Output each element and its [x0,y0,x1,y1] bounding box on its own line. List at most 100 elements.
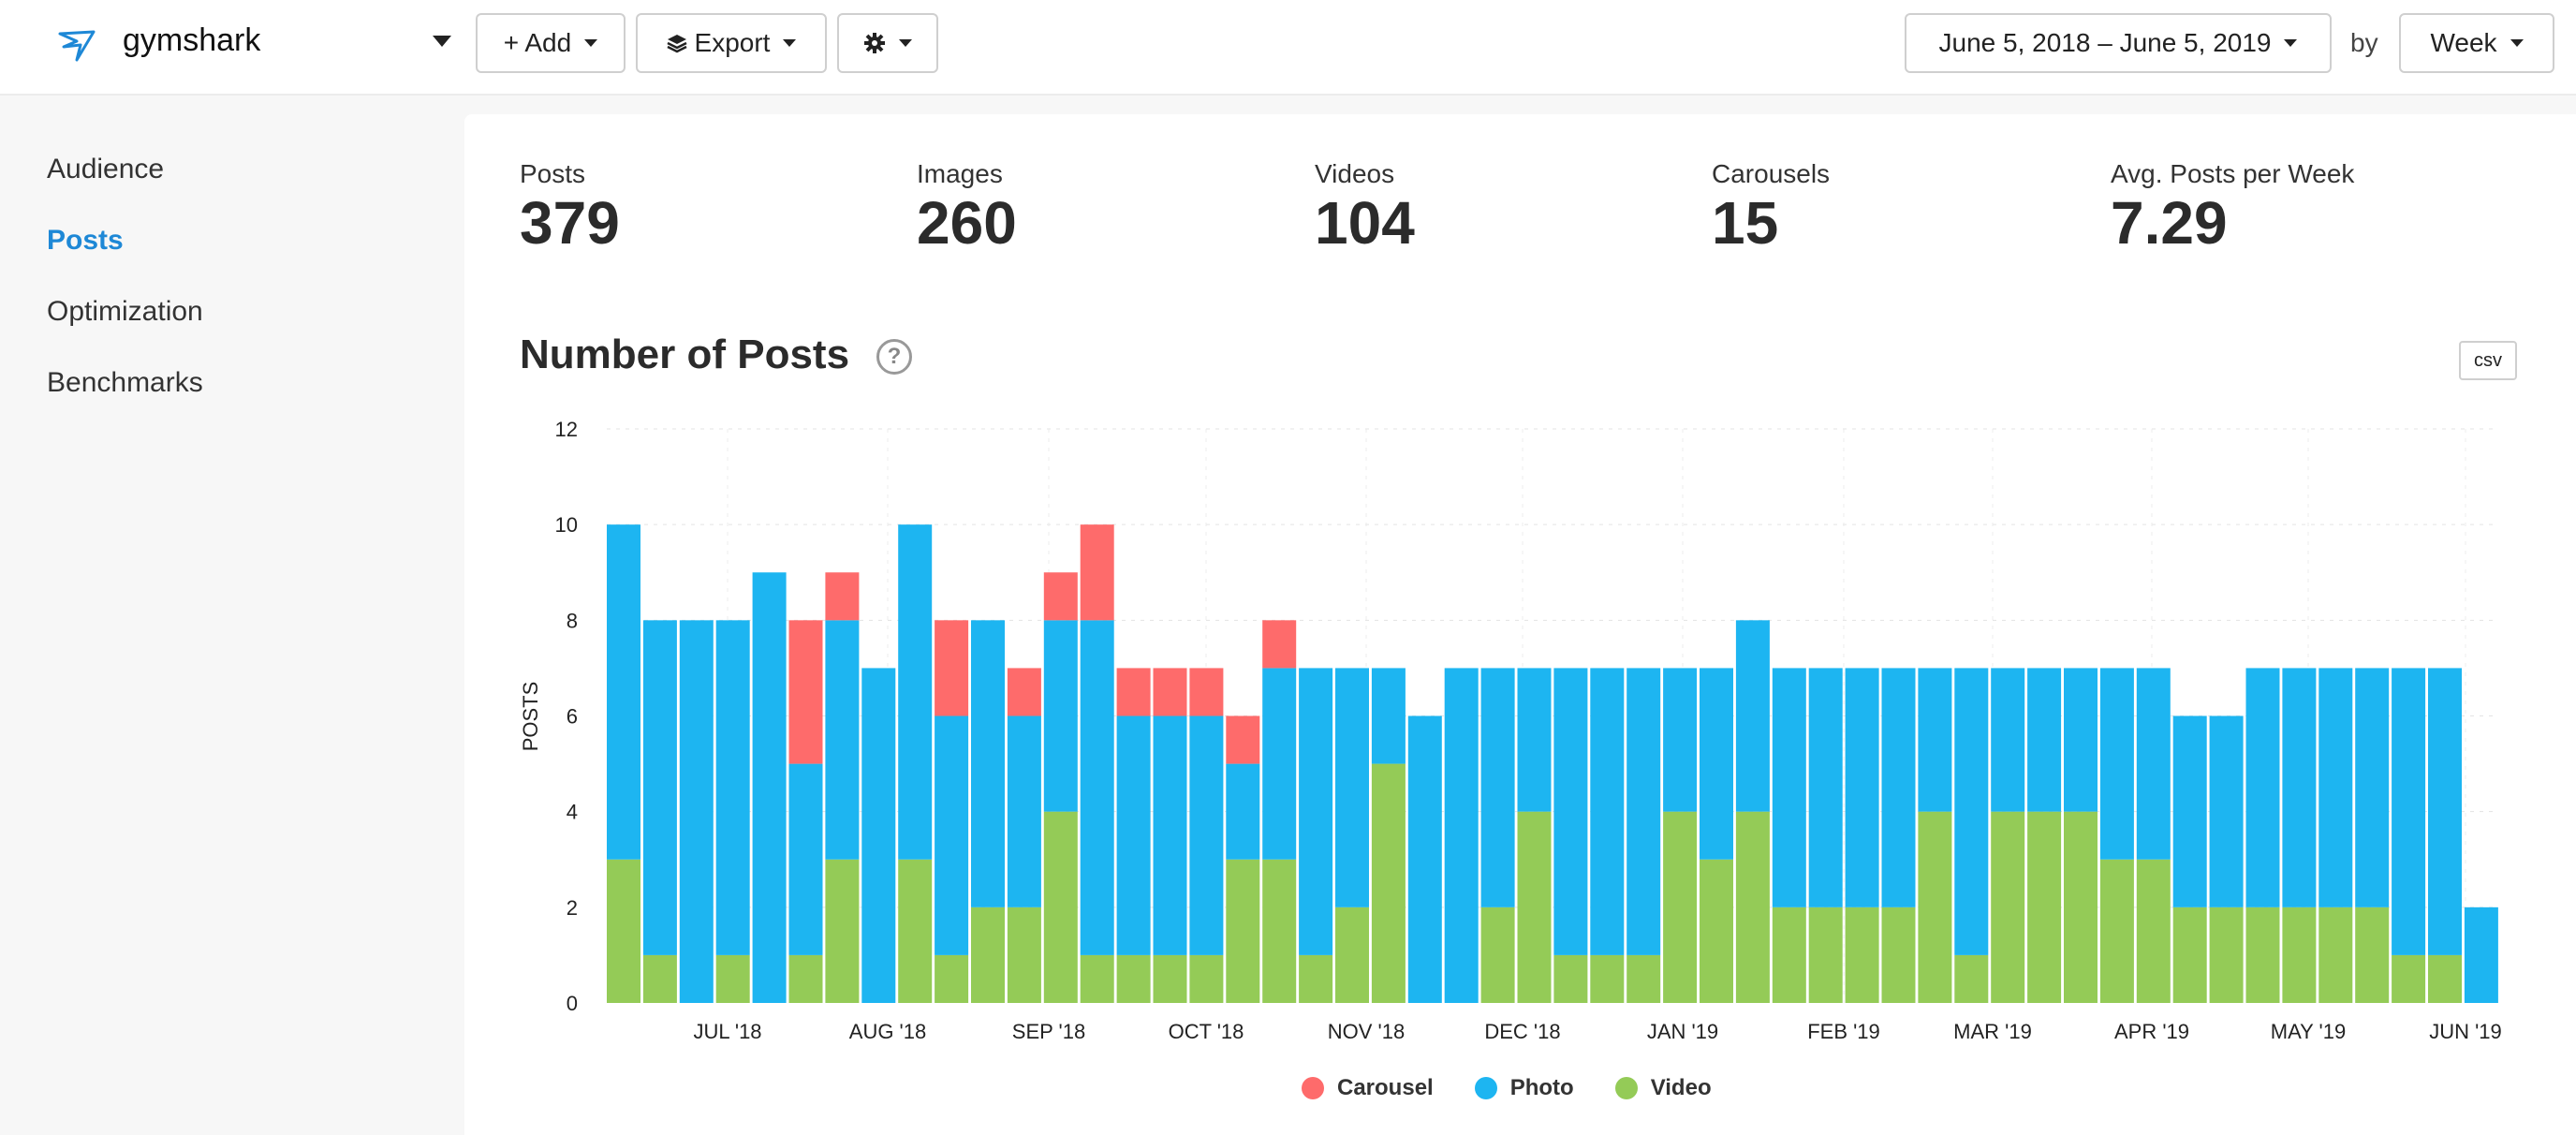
bar-video[interactable] [2245,907,2280,1003]
bar-video[interactable] [1918,811,1952,1003]
bar-video[interactable] [2318,907,2353,1003]
csv-download-button[interactable]: csv [2459,341,2517,380]
bar-photo[interactable] [1444,668,1479,1003]
bar-photo[interactable] [1299,668,1333,955]
bar-photo[interactable] [752,572,787,1003]
interval-select[interactable]: Week [2399,13,2554,73]
bar-photo[interactable] [1007,715,1041,907]
bar-video[interactable] [1663,811,1698,1003]
bar-video[interactable] [1007,907,1041,1003]
bar-photo[interactable] [2136,668,2171,860]
bar-photo[interactable] [607,524,640,860]
bar-video[interactable] [1262,859,1297,1003]
bar-video[interactable] [1735,811,1770,1003]
bar-video[interactable] [607,859,640,1003]
bar-carousel[interactable] [1189,668,1224,716]
bar-photo[interactable] [1991,668,2025,812]
bar-video[interactable] [1226,859,1260,1003]
bar-carousel[interactable] [1116,668,1151,716]
bar-video[interactable] [2136,859,2171,1003]
bar-photo[interactable] [1262,668,1297,860]
bar-video[interactable] [1553,954,1588,1003]
bar-video[interactable] [642,954,677,1003]
bar-photo[interactable] [2064,668,2098,812]
bar-video[interactable] [1772,907,1806,1003]
bar-video[interactable] [2099,859,2134,1003]
bar-video[interactable] [1480,907,1515,1003]
legend-item-video[interactable]: Video [1614,1075,1712,1101]
bar-video[interactable] [1881,907,1916,1003]
bar-video[interactable] [1954,954,1989,1003]
bar-photo[interactable] [1080,620,1114,955]
bar-photo[interactable] [2027,668,2062,812]
bar-video[interactable] [2027,811,2062,1003]
bar-photo[interactable] [1663,668,1698,812]
bar-photo[interactable] [1590,668,1625,955]
bar-photo[interactable] [1480,668,1515,907]
bar-carousel[interactable] [935,620,969,716]
bar-photo[interactable] [2172,715,2207,907]
bar-carousel[interactable] [825,572,860,621]
bar-photo[interactable] [935,715,969,955]
bar-video[interactable] [1808,907,1843,1003]
bar-video[interactable] [2355,907,2390,1003]
account-dropdown-chevron-icon[interactable] [433,36,451,47]
bar-video[interactable] [1627,954,1661,1003]
bar-video[interactable] [971,907,1005,1003]
help-icon[interactable]: ? [876,339,912,375]
bar-photo[interactable] [1845,668,1879,907]
bar-photo[interactable] [2318,668,2353,907]
bar-carousel[interactable] [1226,715,1260,764]
bar-video[interactable] [898,859,933,1003]
bar-video[interactable] [2064,811,2098,1003]
bar-photo[interactable] [1043,620,1078,812]
bar-photo[interactable] [2099,668,2134,860]
bar-photo[interactable] [1553,668,1588,955]
bar-photo[interactable] [825,620,860,860]
bar-video[interactable] [1845,907,1879,1003]
bar-carousel[interactable] [788,620,823,764]
bar-video[interactable] [1153,954,1187,1003]
bar-video[interactable] [935,954,969,1003]
bar-carousel[interactable] [1262,620,1297,669]
bar-photo[interactable] [1226,763,1260,860]
bar-photo[interactable] [642,620,677,955]
legend-item-carousel[interactable]: Carousel [1302,1075,1434,1101]
bar-photo[interactable] [679,620,714,1003]
bar-video[interactable] [1991,811,2025,1003]
bar-photo[interactable] [1407,715,1442,1004]
bar-video[interactable] [2282,907,2317,1003]
bar-photo[interactable] [715,620,750,955]
bar-photo[interactable] [1517,668,1552,812]
bar-carousel[interactable] [1153,668,1187,716]
bar-photo[interactable] [1116,715,1151,955]
bar-video[interactable] [1700,859,1733,1003]
bar-photo[interactable] [1371,668,1406,764]
sidebar-item-posts[interactable]: Posts [47,225,124,256]
bar-video[interactable] [1371,763,1406,1003]
add-button[interactable]: + Add [476,13,626,73]
bar-video[interactable] [788,954,823,1003]
bar-photo[interactable] [1189,715,1224,955]
sidebar-item-benchmarks[interactable]: Benchmarks [47,367,203,398]
sidebar-item-optimization[interactable]: Optimization [47,296,203,327]
bar-video[interactable] [825,859,860,1003]
bar-video[interactable] [715,954,750,1003]
bar-video[interactable] [1517,811,1552,1003]
date-range-picker[interactable]: June 5, 2018 – June 5, 2019 [1905,13,2332,73]
bar-video[interactable] [2209,907,2244,1003]
bar-photo[interactable] [2428,668,2462,955]
bar-carousel[interactable] [1007,668,1041,716]
bar-photo[interactable] [898,524,933,860]
bar-video[interactable] [1043,811,1078,1003]
bar-video[interactable] [1299,954,1333,1003]
settings-button[interactable] [837,13,938,73]
bar-video[interactable] [2392,954,2426,1003]
bar-photo[interactable] [971,620,1005,907]
sidebar-item-audience[interactable]: Audience [47,154,165,184]
bar-video[interactable] [1590,954,1625,1003]
bar-video[interactable] [1335,907,1369,1003]
bar-photo[interactable] [1881,668,1916,907]
legend-item-photo[interactable]: Photo [1474,1075,1574,1101]
bar-photo[interactable] [1772,668,1806,907]
